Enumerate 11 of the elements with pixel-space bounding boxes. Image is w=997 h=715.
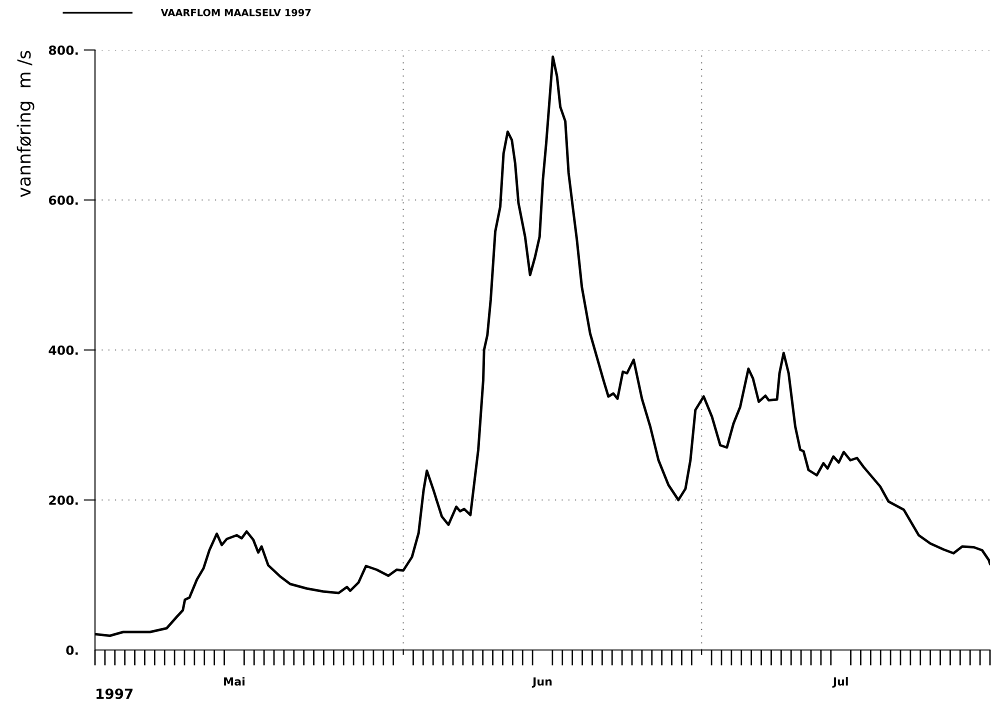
- text: VAARFLOM MAALSELV 1997: [160, 8, 311, 16]
- y-tick-label: 200.: [49, 495, 78, 505]
- y-tick-label: 400.: [48, 345, 78, 355]
- y-tick-label: 800.: [48, 45, 78, 55]
- x-tick-label: Mai: [224, 677, 244, 686]
- text: 1997: [96, 688, 133, 700]
- x-tick-label: Jun: [532, 677, 552, 688]
- x-tick-label: Jul: [832, 677, 848, 688]
- y-tick-label: 0.: [66, 645, 78, 655]
- y-axis-title: vannføring m /s: [16, 50, 34, 198]
- y-tick-label: 600.: [48, 195, 78, 205]
